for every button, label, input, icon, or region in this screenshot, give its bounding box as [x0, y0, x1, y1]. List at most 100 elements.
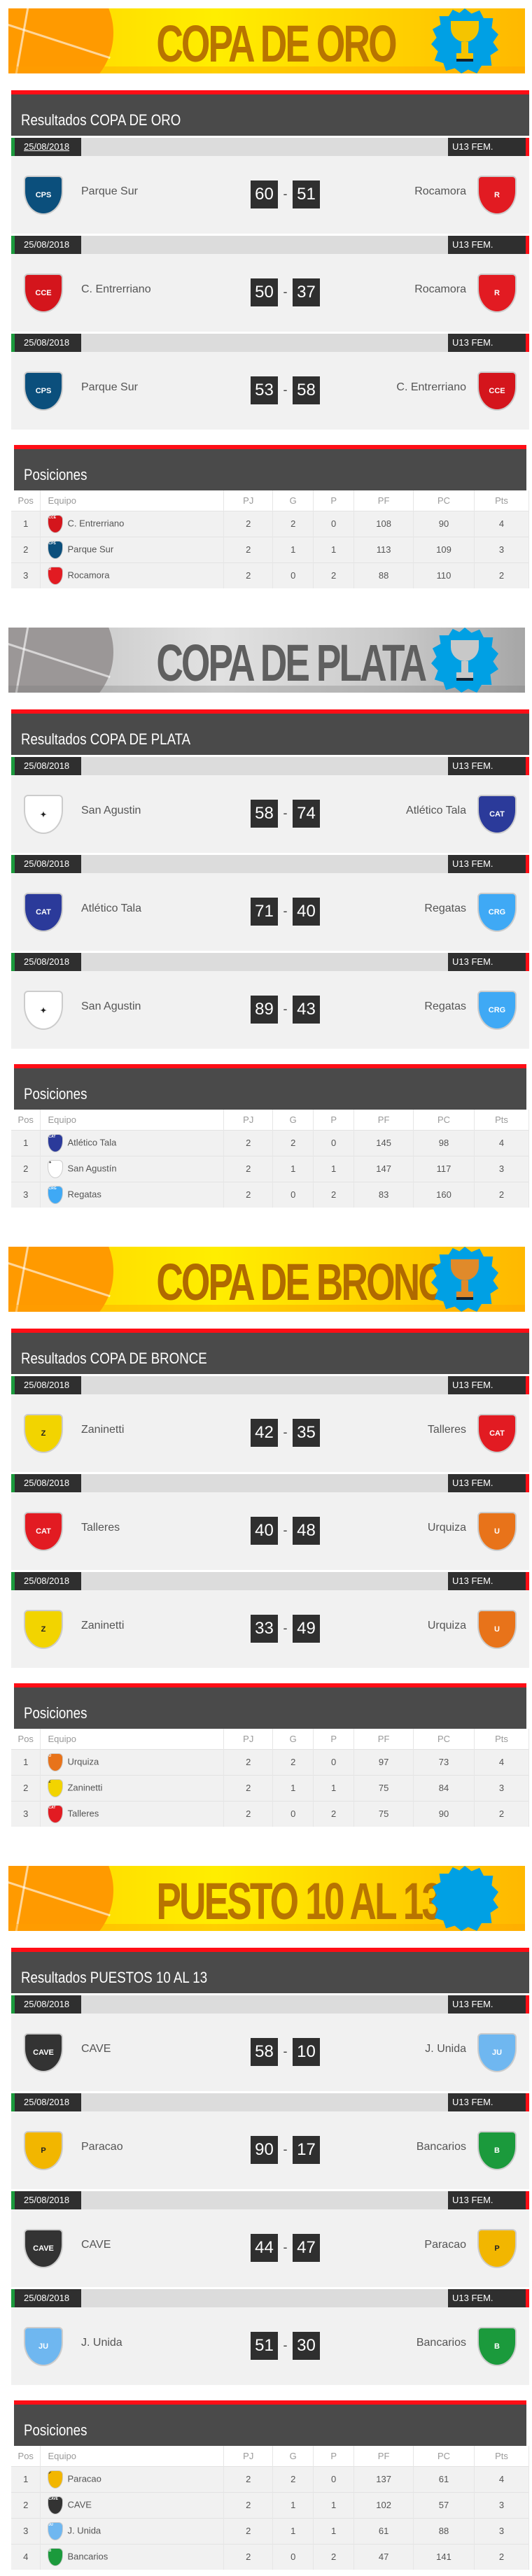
team-name[interactable]: Parque Sur: [67, 543, 114, 554]
team-cell[interactable]: UUrquiza: [40, 1748, 225, 1775]
match-date-link[interactable]: 25/08/2018: [11, 236, 81, 254]
home-team-name[interactable]: San Agustin: [81, 1000, 141, 1012]
column-header: Pos: [11, 2446, 41, 2466]
team-name[interactable]: San Agustín: [67, 1162, 117, 1173]
match-date-link[interactable]: 25/08/2018: [11, 855, 81, 873]
team-cell[interactable]: CAVECAVE: [40, 2491, 225, 2518]
match-category: U13 FEM.: [448, 1474, 529, 1492]
home-team-name[interactable]: Zaninetti: [81, 1424, 125, 1436]
match-date-link[interactable]: 25/08/2018: [11, 1995, 81, 2014]
team-name[interactable]: J. Unida: [67, 2524, 102, 2535]
column-header: Pts: [474, 2446, 529, 2466]
team-name[interactable]: Zaninetti: [67, 1781, 103, 1792]
stat-pj: 2: [223, 2465, 274, 2492]
team-cell[interactable]: CCEC. Entrerriano: [40, 510, 225, 537]
team-cell[interactable]: JUJ. Unida: [40, 2517, 225, 2544]
match-card[interactable]: 25/08/2018 U13 FEM. CAT Talleres 40 - 48…: [11, 1472, 529, 1570]
team-cell[interactable]: BBancarios: [40, 2543, 225, 2570]
team-name[interactable]: Atlético Tala: [67, 1136, 117, 1147]
match-date-link[interactable]: 25/08/2018: [11, 334, 81, 352]
award-badge-icon: [431, 8, 498, 73]
match-card[interactable]: 25/08/2018 U13 FEM. CPS Parque Sur 60 - …: [11, 136, 529, 234]
team-cell[interactable]: CATAtlético Tala: [40, 1129, 225, 1156]
match-date-link[interactable]: 25/08/2018: [11, 2191, 81, 2209]
team-cell[interactable]: ZZaninetti: [40, 1774, 225, 1801]
match-date-link[interactable]: 25/08/2018: [11, 2289, 81, 2307]
team-cell[interactable]: RRocamora: [40, 562, 225, 588]
away-team-name[interactable]: Bancarios: [416, 2141, 466, 2153]
away-team-name[interactable]: J. Unida: [425, 2043, 466, 2055]
match-date-link[interactable]: 25/08/2018: [11, 1474, 81, 1492]
match-date-link[interactable]: 25/08/2018: [11, 757, 81, 775]
home-team-name[interactable]: J. Unida: [81, 2337, 122, 2349]
away-team-name[interactable]: Rocamora: [414, 185, 466, 197]
team-name[interactable]: Talleres: [67, 1808, 99, 1819]
standings-panel: Posiciones Pos Equipo PJ G P PF PC Pts 1 CCEC. …: [11, 445, 529, 588]
atletico-tala-crest-icon: CAT: [477, 795, 517, 834]
team-name[interactable]: Bancarios: [67, 2551, 108, 2562]
stat-pf: 137: [354, 2465, 414, 2492]
match-card[interactable]: 25/08/2018 U13 FEM. CAT Atlético Tala 71…: [11, 853, 529, 951]
team-cell[interactable]: CATTalleres: [40, 1800, 225, 1827]
match-card[interactable]: 25/08/2018 U13 FEM. JU J. Unida 51 - 30 …: [11, 2287, 529, 2385]
team-name[interactable]: Urquiza: [67, 1755, 99, 1767]
away-team-name[interactable]: C. Entrerriano: [396, 381, 466, 393]
team-cell[interactable]: ✦San Agustín: [40, 1155, 225, 1182]
team-name[interactable]: Rocamora: [67, 569, 110, 581]
home-team-name[interactable]: Atlético Tala: [81, 903, 141, 914]
match-date-link[interactable]: 25/08/2018: [11, 2093, 81, 2111]
home-team-name[interactable]: CAVE: [81, 2239, 111, 2251]
home-team-name[interactable]: Parque Sur: [81, 381, 138, 393]
match-category: U13 FEM.: [448, 855, 529, 873]
away-team-name[interactable]: Regatas: [424, 1000, 466, 1012]
away-team-name[interactable]: Urquiza: [427, 1522, 466, 1534]
team-cell[interactable]: CRGRegatas: [40, 1181, 225, 1208]
away-team-name[interactable]: Talleres: [427, 1424, 466, 1436]
away-team-name[interactable]: Bancarios: [416, 2337, 466, 2349]
home-score: 58: [251, 2038, 278, 2066]
stat-g: 2: [272, 510, 314, 537]
score-separator: -: [283, 187, 288, 201]
match-card[interactable]: 25/08/2018 U13 FEM. Z Zaninetti 33 - 49 …: [11, 1570, 529, 1668]
stat-pts: 4: [474, 1129, 529, 1156]
match-card[interactable]: 25/08/2018 U13 FEM. ✦ San Agustin 89 - 4…: [11, 951, 529, 1049]
match-card[interactable]: 25/08/2018 U13 FEM. CAVE CAVE 44 - 47 Pa…: [11, 2189, 529, 2287]
away-team-name[interactable]: Regatas: [424, 903, 466, 914]
match-date-link[interactable]: 25/08/2018: [11, 138, 81, 156]
stat-pj: 2: [223, 2491, 274, 2518]
team-name[interactable]: Regatas: [67, 1189, 102, 1200]
stat-pj: 2: [223, 536, 274, 562]
away-team-name[interactable]: Paracao: [424, 2239, 466, 2251]
stat-p: 2: [313, 2543, 355, 2570]
match-card[interactable]: 25/08/2018 U13 FEM. Z Zaninetti 42 - 35 …: [11, 1374, 529, 1472]
home-team-name[interactable]: San Agustin: [81, 805, 141, 816]
match-info-bar: 25/08/2018 U13 FEM.: [11, 1572, 529, 1590]
team-name[interactable]: CAVE: [67, 2498, 92, 2510]
match-date-link[interactable]: 25/08/2018: [11, 1572, 81, 1590]
match-card[interactable]: 25/08/2018 U13 FEM. ✦ San Agustin 58 - 7…: [11, 755, 529, 853]
home-team-name[interactable]: Parque Sur: [81, 185, 138, 197]
home-team-name[interactable]: Talleres: [81, 1522, 120, 1534]
home-team-name[interactable]: C. Entrerriano: [81, 283, 151, 295]
away-team-name[interactable]: Urquiza: [427, 1620, 466, 1632]
team-cell[interactable]: CPSParque Sur: [40, 536, 225, 562]
team-name[interactable]: Paracao: [67, 2472, 102, 2484]
match-date-link[interactable]: 25/08/2018: [11, 953, 81, 971]
match-card[interactable]: 25/08/2018 U13 FEM. CCE C. Entrerriano 5…: [11, 234, 529, 332]
column-header: PC: [413, 490, 475, 511]
away-team-name[interactable]: Rocamora: [414, 283, 466, 295]
home-team-name[interactable]: CAVE: [81, 2043, 111, 2055]
home-team-name[interactable]: Zaninetti: [81, 1620, 125, 1632]
match-category: U13 FEM.: [448, 236, 529, 254]
stat-p: 2: [313, 1181, 355, 1208]
match-card[interactable]: 25/08/2018 U13 FEM. CPS Parque Sur 53 - …: [11, 332, 529, 430]
away-team-name[interactable]: Atlético Tala: [406, 805, 466, 816]
team-cell[interactable]: PParacao: [40, 2465, 225, 2492]
column-header: Pos: [11, 1110, 41, 1130]
team-name[interactable]: C. Entrerriano: [67, 517, 125, 528]
match-category: U13 FEM.: [448, 334, 529, 352]
match-card[interactable]: 25/08/2018 U13 FEM. P Paracao 90 - 17 Ba…: [11, 2091, 529, 2189]
match-card[interactable]: 25/08/2018 U13 FEM. CAVE CAVE 58 - 10 J.…: [11, 1993, 529, 2091]
match-date-link[interactable]: 25/08/2018: [11, 1376, 81, 1394]
home-team-name[interactable]: Paracao: [81, 2141, 123, 2153]
